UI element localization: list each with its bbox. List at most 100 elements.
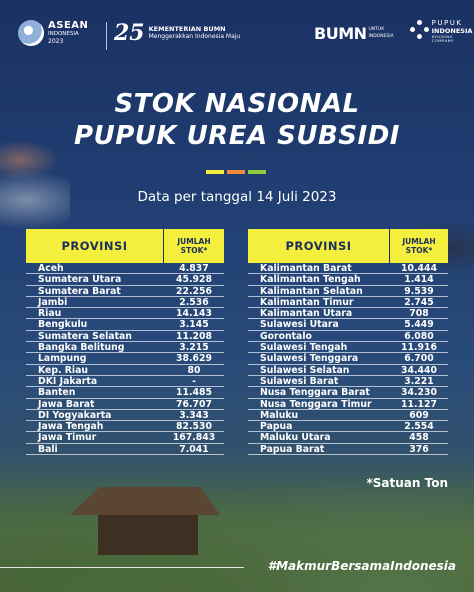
stock-value: 3.221 [404, 375, 434, 387]
table-row: Nusa Tenggara Timur 11.127 [248, 399, 448, 410]
stock-value: 22.256 [176, 285, 212, 297]
accent-yellow [206, 170, 224, 174]
stock-value: 3.215 [179, 342, 209, 354]
asean-logo-line2: INDONESIA [48, 31, 79, 38]
table-row: Jawa Barat 76.707 [26, 399, 224, 410]
province-name: Kalimantan Utara [260, 308, 353, 319]
bumn-logo-sub2: INDONESIA [368, 34, 394, 40]
title-line2: PUPUK UREA SUBSIDI [74, 121, 400, 151]
province-name: Bali [38, 443, 58, 455]
cloud-left [0, 170, 70, 230]
stock-table-right: PROVINSI JUMLAH STOK* Kalimantan Barat 10… [248, 229, 448, 456]
province-name: Nusa Tenggara Timur [260, 398, 372, 409]
header-jumlah-line2: STOK* [180, 246, 208, 255]
province-name: Sulawesi Tengah [260, 342, 348, 353]
table-row: Sulawesi Tengah 11.916 [248, 342, 448, 354]
bumn-logo-main: BUMN [314, 24, 367, 43]
table-row: Lampung 38.629 [26, 353, 224, 365]
stock-value: 609 [409, 409, 429, 421]
table-row: Bali 7.041 [26, 443, 224, 456]
header-jumlah-stok: JUMLAH STOK* [164, 229, 224, 263]
stock-value: 708 [409, 308, 429, 320]
table-row: Gorontalo 6.080 [248, 330, 448, 343]
province-name: Papua [260, 421, 293, 432]
stock-value: 82.530 [176, 421, 212, 433]
table-row: Jawa Timur 167.843 [26, 432, 224, 444]
bumn-logo-sub1: UNTUK [368, 27, 385, 33]
table-header: PROVINSI JUMLAH STOK* [248, 229, 448, 263]
province-name: Jambi [38, 296, 68, 308]
header-jumlah-line1: JUMLAH [177, 236, 211, 246]
stock-value: 34.440 [401, 364, 437, 376]
table-row: Bangka Belitung 3.215 [26, 342, 224, 354]
stock-value: 7.041 [179, 443, 209, 455]
table-row: Sulawesi Selatan 34.440 [248, 365, 448, 376]
province-name: Gorontalo [260, 330, 312, 342]
province-name: Sulawesi Utara [260, 319, 339, 330]
stock-value: 458 [409, 432, 429, 444]
province-name: Bangka Belitung [38, 342, 125, 353]
pupuk-dots-icon [410, 20, 429, 44]
province-name: Sumatera Utara [38, 274, 122, 285]
stock-table-left: PROVINSI JUMLAH STOK* Aceh 4.837 Sumatera … [26, 229, 224, 456]
table-row: Kalimantan Barat 10.444 [248, 263, 448, 275]
table-row: Jambi 2.536 [26, 296, 224, 309]
table-row: Riau 14.143 [26, 308, 224, 320]
province-name: Maluku Utara [260, 432, 331, 443]
table-row: Maluku Utara 458 [248, 432, 448, 444]
province-name: Kalimantan Tengah [260, 274, 361, 285]
accent-orange [227, 170, 245, 174]
table-row: DI Yogyakarta 3.343 [26, 409, 224, 422]
table-row: Maluku 609 [248, 409, 448, 422]
pupuk-logo-line2: INDONESIA [431, 27, 473, 36]
stock-value: 376 [409, 443, 429, 455]
header-jumlah-line1: JUMLAH [402, 236, 436, 246]
stock-value: 3.343 [179, 409, 209, 421]
province-name: Lampung [38, 353, 87, 364]
table-row: Sulawesi Utara 5.449 [248, 319, 448, 331]
province-name: Maluku [260, 409, 299, 421]
table-row: Sumatera Barat 22.256 [26, 286, 224, 297]
province-name: Bengkulu [38, 319, 88, 330]
stock-value: 4.837 [179, 263, 209, 274]
header-jumlah-stok: JUMLAH STOK* [390, 229, 448, 263]
table-row: Kalimantan Selatan 9.539 [248, 286, 448, 297]
province-name: Sumatera Selatan [38, 330, 132, 342]
province-name: Jawa Timur [38, 432, 97, 443]
pupuk-indonesia-logo: PUPUK INDONESIA HOLDING COMPANY [410, 20, 474, 44]
province-name: Papua Barat [260, 443, 325, 455]
stock-value: 1.414 [404, 274, 434, 286]
province-name: Kalimantan Selatan [260, 285, 363, 296]
table-row: Nusa Tenggara Barat 34.230 [248, 387, 448, 399]
table-row: Kalimantan Utara 708 [248, 308, 448, 320]
kementerian-tagline: Menggerakkan Indonesia Maju [148, 33, 241, 41]
table-row: Kalimantan Tengah 1.414 [248, 274, 448, 286]
data-date: Data per tanggal 14 Juli 2023 [137, 189, 337, 205]
header-provinsi: PROVINSI [248, 229, 390, 263]
table-rows: Kalimantan Barat 10.444 Kalimantan Tengah 1… [248, 263, 448, 456]
stock-value: 76.707 [176, 398, 212, 410]
header-logos: ASEAN INDONESIA 2023 25 KEMENTERIAN BUMN… [18, 18, 472, 58]
header-jumlah-line2: STOK* [405, 246, 433, 255]
province-name: Kep. Riau [38, 364, 89, 375]
stock-value: 14.143 [176, 308, 212, 320]
province-name: Kalimantan Barat [260, 263, 352, 274]
stock-value: 2.554 [404, 421, 434, 433]
campaign-hashtag: #MakmurBersamaIndonesia [267, 559, 456, 573]
province-name: Sulawesi Tenggara [260, 353, 359, 364]
stock-value: 11.127 [401, 398, 437, 410]
table-row: Aceh 4.837 [26, 263, 224, 275]
table-row: Banten 11.485 [26, 387, 224, 399]
stock-value: 2.536 [179, 296, 209, 308]
asean-logo-line1: ASEAN [48, 20, 89, 32]
unit-footnote: *Satuan Ton [366, 476, 449, 490]
hut-illustration [70, 487, 220, 557]
table-row: Sumatera Selatan 11.208 [26, 330, 224, 343]
province-name: Nusa Tenggara Barat [260, 387, 370, 398]
table-row: DKI Jakarta - [26, 376, 224, 388]
province-name: Kalimantan Timur [260, 296, 354, 308]
province-name: Sulawesi Selatan [260, 364, 350, 375]
logo-divider [106, 22, 107, 50]
stock-value: 34.230 [401, 387, 437, 399]
